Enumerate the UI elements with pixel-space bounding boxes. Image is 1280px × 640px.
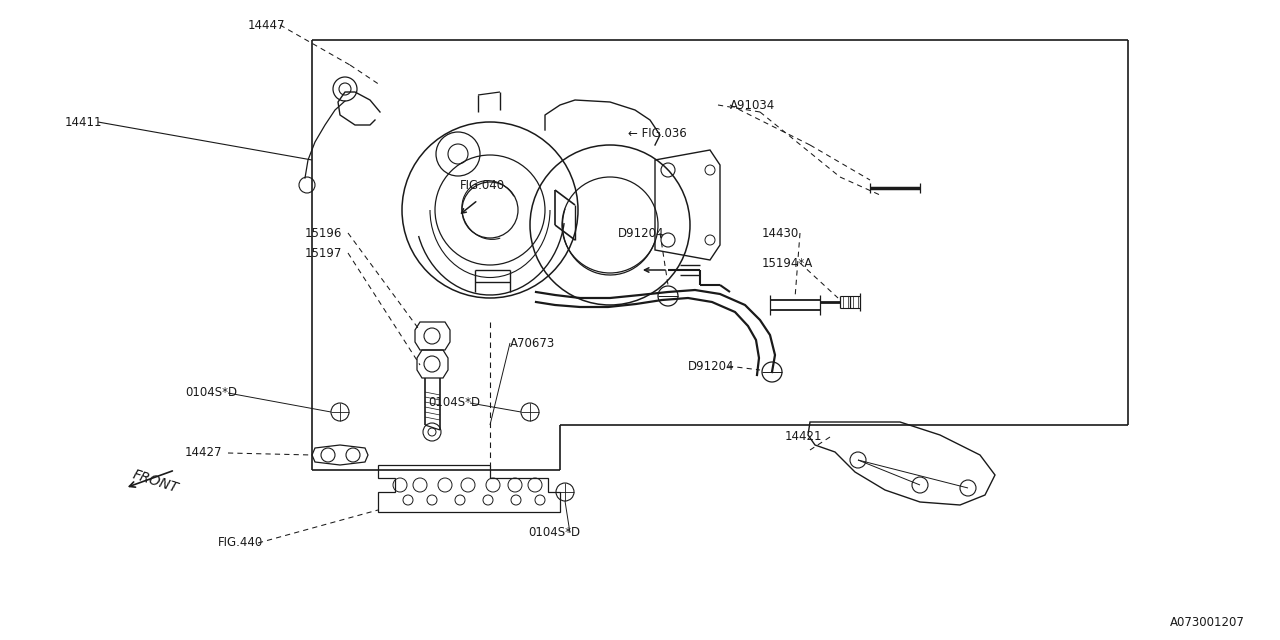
Text: D91204: D91204: [689, 360, 735, 372]
Text: 15194*A: 15194*A: [762, 257, 813, 269]
Text: 14447: 14447: [248, 19, 285, 31]
Text: ← FIG.036: ← FIG.036: [628, 127, 687, 140]
Text: D91204: D91204: [618, 227, 664, 239]
Text: 15197: 15197: [305, 246, 342, 259]
Text: 0104S*D: 0104S*D: [428, 397, 480, 410]
Text: 0104S*D: 0104S*D: [186, 387, 237, 399]
Text: A073001207: A073001207: [1170, 616, 1245, 628]
Text: 14411: 14411: [65, 115, 102, 129]
Text: 14421: 14421: [785, 429, 823, 442]
Text: FIG.040: FIG.040: [460, 179, 506, 191]
Text: FRONT: FRONT: [131, 468, 179, 496]
Text: A91034: A91034: [730, 99, 776, 111]
Text: 14427: 14427: [186, 447, 223, 460]
Text: FIG.440: FIG.440: [218, 536, 264, 550]
Text: A70673: A70673: [509, 337, 556, 349]
Text: 0104S*D: 0104S*D: [529, 527, 580, 540]
Text: 14430: 14430: [762, 227, 799, 239]
Text: 15196: 15196: [305, 227, 342, 239]
